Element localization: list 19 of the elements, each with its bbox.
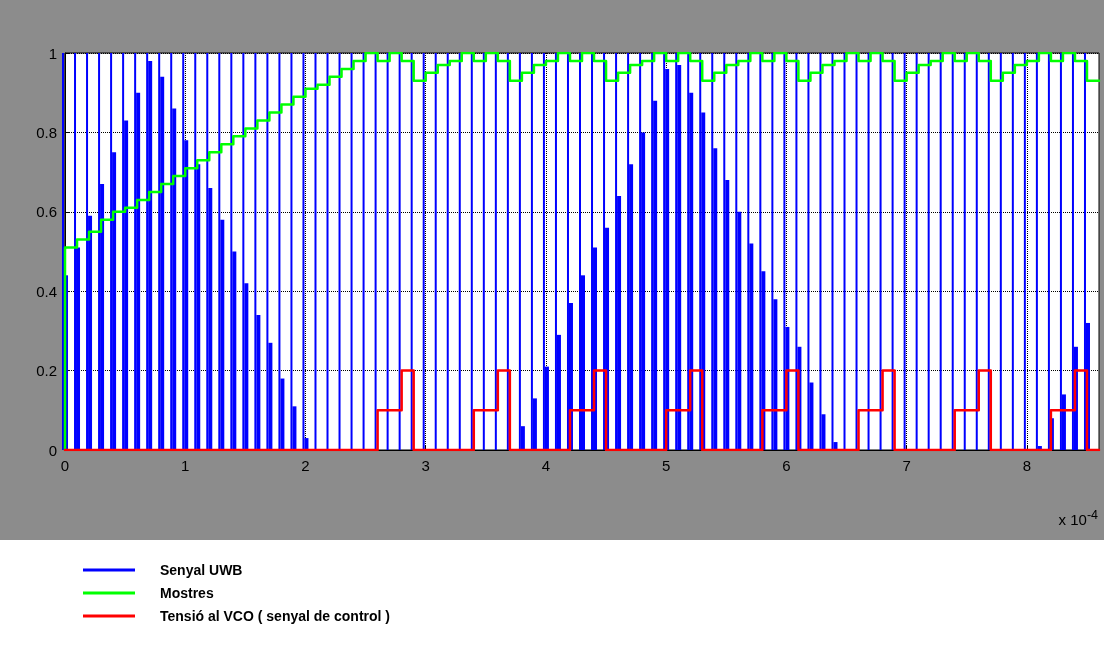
- legend-label: Mostres: [160, 585, 214, 601]
- y-tick-label: 0: [48, 441, 57, 459]
- x-tick-label: 8: [1022, 457, 1032, 474]
- y-tick-label: 0.2: [36, 362, 57, 380]
- y-tick-label: 0.4: [36, 282, 57, 300]
- y-tick-label: 0.8: [36, 123, 57, 141]
- y-tick-label: 0.6: [36, 203, 57, 221]
- x-tick-label: 4: [541, 457, 551, 474]
- legend-label: Senyal UWB: [160, 562, 243, 578]
- x-tick-label: 3: [421, 457, 430, 474]
- x-tick-label: 7: [902, 457, 911, 474]
- legend-label: Tensió al VCO ( senyal de control ): [160, 608, 391, 624]
- x-tick-label: 2: [301, 457, 310, 474]
- text: x 10$^{-4}$: [1058, 507, 1098, 530]
- y-tick-label: 1: [48, 44, 57, 62]
- x-tick-label: 5: [661, 457, 671, 474]
- x-tick-label: 6: [782, 457, 791, 474]
- x-tick-label: 1: [181, 457, 190, 474]
- x-tick-label: 0: [60, 457, 70, 474]
